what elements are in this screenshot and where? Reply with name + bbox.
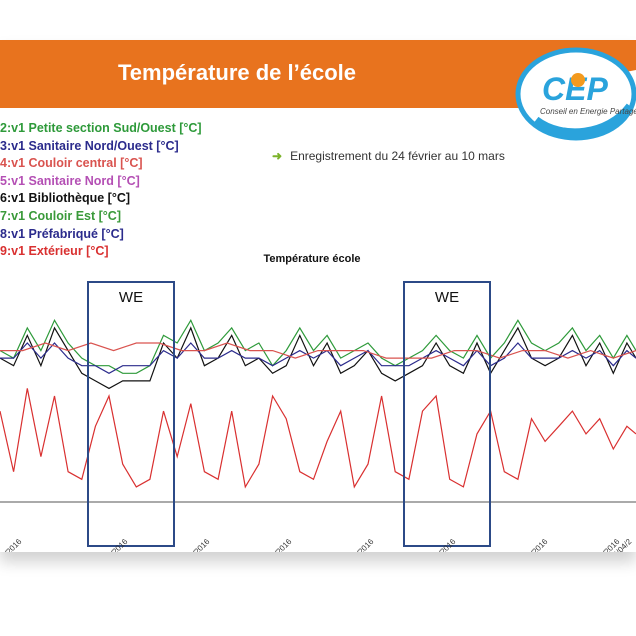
slide-title: Température de l’école [118, 60, 357, 85]
series-line-4 [0, 388, 636, 489]
slide: Température de l’école CEP Conseil en En… [0, 40, 636, 552]
chart-title: Température école [263, 253, 360, 265]
x-tick-label: 28/02/2016 [95, 537, 130, 552]
x-tick-label: 07/03/2016 [423, 537, 458, 552]
legend-entry: 9:v1 Extérieur [°C] [0, 244, 109, 259]
legend-entry: 5:v1 Sanitaire Nord [°C] [0, 173, 140, 188]
legend-entry: 7:v1 Couloir Est [°C] [0, 208, 121, 223]
weekend-label: WE [119, 289, 143, 306]
logo-tagline: Conseil en Energie Partagé [540, 107, 636, 116]
x-tick-label: 09/03/2016 [515, 537, 550, 552]
legend-entry: 2:v1 Petite section Sud/Ouest [°C] [0, 121, 202, 135]
chart-legend: 2:v1 Petite section Sud/Ouest [°C] 3:v1 S… [0, 120, 202, 261]
legend-entry: 6:v1 Bibliothèque [°C] [0, 191, 131, 206]
temperature-chart: Température école WE WE 26/02/2016 28/02/201… [0, 253, 636, 552]
x-tick-label: 03/03/2016 [259, 537, 294, 552]
title-banner: Température de l’école [0, 40, 636, 108]
cep-logo: CEP Conseil en Energie Partagé [512, 44, 636, 148]
weekend-box [403, 281, 491, 547]
weekend-label: WE [435, 289, 459, 306]
x-tick-label: 05/03/2016 [341, 537, 376, 552]
series-line-3 [0, 342, 636, 359]
series-line-2 [0, 342, 636, 374]
arrow-right-icon: ➜ [272, 149, 283, 163]
recording-note: ➜ Enregistrement du 24 février au 10 mars [272, 149, 505, 163]
x-tick-label: 26/02/2016 [0, 537, 24, 552]
recording-note-text: Enregistrement du 24 février au 10 mars [290, 149, 505, 163]
series-line-0 [0, 319, 636, 374]
legend-entry: 8:v1 Préfabriqué [°C] [0, 226, 124, 241]
x-tick-label: 01/03/2016 [177, 537, 212, 552]
legend-entry: 4:v1 Couloir central [°C] [0, 156, 143, 171]
weekend-box [87, 281, 175, 547]
logo-accent-dot [571, 73, 585, 87]
legend-entry: 3:v1 Sanitaire Nord/Ouest [°C] [0, 138, 179, 153]
